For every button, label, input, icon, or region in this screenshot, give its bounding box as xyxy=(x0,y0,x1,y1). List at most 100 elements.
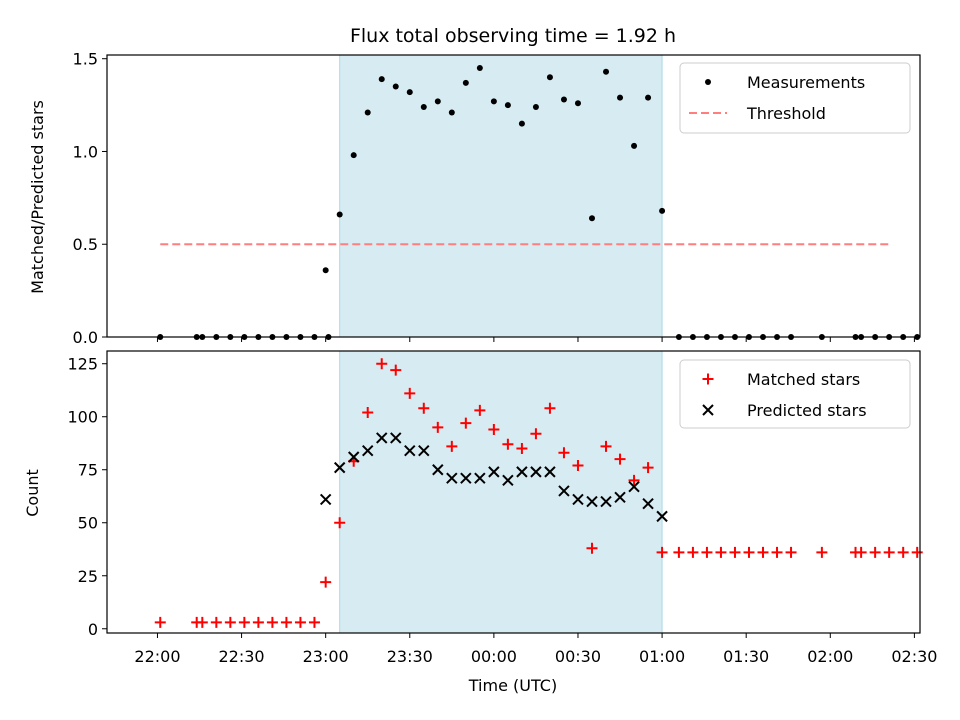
bottom-y-axis-label: Count xyxy=(23,469,42,517)
matched-star-marker xyxy=(572,459,584,471)
y-tick-label: 0 xyxy=(88,620,98,639)
measurement-point xyxy=(420,103,427,110)
matched-star-marker xyxy=(266,616,278,628)
matched-star-marker xyxy=(502,438,514,450)
matched-star-marker xyxy=(701,546,713,558)
predicted-star-marker xyxy=(642,497,654,510)
x-tick-label: 01:30 xyxy=(723,647,769,666)
matched-star-marker xyxy=(252,616,264,628)
measurement-point xyxy=(434,98,441,105)
matched-star-marker xyxy=(897,546,909,558)
matched-star-marker xyxy=(600,440,612,452)
chart-title: Flux total observing time = 1.92 h xyxy=(350,25,676,47)
predicted-star-marker xyxy=(586,495,598,508)
matched-star-marker xyxy=(558,447,570,459)
measurement-point xyxy=(504,102,511,109)
legend-label: Measurements xyxy=(747,73,865,92)
series-1 xyxy=(154,358,923,628)
measurement-point xyxy=(603,68,610,75)
predicted-star-marker xyxy=(418,444,430,457)
legend-label: Threshold xyxy=(746,104,826,123)
matched-star-marker xyxy=(362,406,374,418)
y-tick-label: 100 xyxy=(67,408,98,427)
y-tick-label: 0.0 xyxy=(73,328,98,347)
matched-star-marker xyxy=(224,616,236,628)
x-tick-label: 22:00 xyxy=(134,647,180,666)
predicted-star-marker xyxy=(347,451,360,463)
axes-frame xyxy=(106,54,921,338)
matched-star-marker xyxy=(418,402,430,414)
matched-star-marker xyxy=(586,542,598,554)
y-tick-label: 125 xyxy=(67,355,98,374)
top-y-axis-label: Matched/Predicted stars xyxy=(28,100,47,294)
matched-star-marker xyxy=(855,546,867,558)
predicted-star-marker xyxy=(446,472,458,484)
matched-star-marker xyxy=(757,546,769,558)
matched-star-marker xyxy=(210,616,222,628)
predicted-star-marker xyxy=(600,495,612,508)
legend: Matched stars Predicted stars xyxy=(679,359,911,429)
measurement-point xyxy=(617,94,624,101)
measurement-point xyxy=(588,215,595,222)
y-tick-label: 1.5 xyxy=(73,50,98,69)
predicted-star-marker xyxy=(502,474,514,487)
predicted-star-marker xyxy=(474,472,486,484)
x-tick-label: 01:00 xyxy=(639,647,685,666)
legend-box xyxy=(679,62,911,134)
matched-star-marker xyxy=(154,616,166,628)
measurement-point xyxy=(392,83,399,90)
matched-star-marker xyxy=(432,421,444,433)
predicted-star-marker xyxy=(488,466,500,478)
matched-star-marker xyxy=(715,546,727,558)
matched-star-marker xyxy=(771,546,783,558)
matched-star-marker xyxy=(642,462,654,474)
predicted-star-marker xyxy=(432,464,444,476)
matched-star-marker xyxy=(673,546,685,558)
x-tick-label: 22:30 xyxy=(219,647,265,666)
legend-measurement-swatch xyxy=(705,79,711,85)
measurement-point xyxy=(490,98,497,105)
legend-box xyxy=(679,359,911,429)
x-axis-label: Time (UTC) xyxy=(468,676,557,695)
matched-star-marker xyxy=(196,616,208,628)
predicted-star-marker xyxy=(333,461,346,474)
bottom-panel: 0 25 50 75 100 125 22:00 22:30 23:00 23:30 00:00 00… xyxy=(67,350,937,666)
x-tick-label: 23:30 xyxy=(387,647,433,666)
measurement-point xyxy=(574,100,581,107)
observing-interval-shade xyxy=(339,55,663,337)
matched-star-marker xyxy=(474,404,486,416)
x-tick-label: 00:30 xyxy=(555,647,601,666)
matched-star-marker xyxy=(729,546,741,558)
measurement-point xyxy=(631,142,638,149)
matched-star-marker xyxy=(911,546,923,558)
matched-star-marker xyxy=(687,546,699,558)
matched-star-marker xyxy=(628,474,640,486)
matched-star-marker xyxy=(488,423,500,435)
predicted-star-marker xyxy=(516,466,528,478)
legend-matched-swatch xyxy=(702,373,714,385)
series-2 xyxy=(319,432,668,523)
top-panel: 0.0 0.5 1.0 1.5 Measurements Threshold xyxy=(73,50,921,347)
measurement-point xyxy=(532,103,539,110)
x-tick-label: 23:00 xyxy=(303,647,349,666)
matched-star-marker xyxy=(334,517,346,529)
legend-predicted-swatch xyxy=(702,404,714,416)
predicted-star-marker xyxy=(404,444,416,457)
matched-star-marker xyxy=(320,576,332,588)
matched-star-marker xyxy=(544,402,556,414)
x-tick-label: 02:30 xyxy=(891,647,937,666)
y-tick-label: 1.0 xyxy=(73,142,98,161)
matched-star-marker xyxy=(816,546,828,558)
matched-star-marker xyxy=(460,417,472,429)
y-tick-label: 0.5 xyxy=(73,235,98,254)
y-tick-label: 75 xyxy=(78,461,98,480)
predicted-star-marker xyxy=(362,444,374,457)
predicted-star-marker xyxy=(460,472,472,484)
predicted-star-marker xyxy=(544,466,556,478)
measurement-point xyxy=(546,74,553,81)
predicted-star-marker xyxy=(376,432,388,444)
matched-star-marker xyxy=(656,546,668,558)
predicted-star-marker xyxy=(319,493,332,506)
measurement-point xyxy=(462,79,469,86)
